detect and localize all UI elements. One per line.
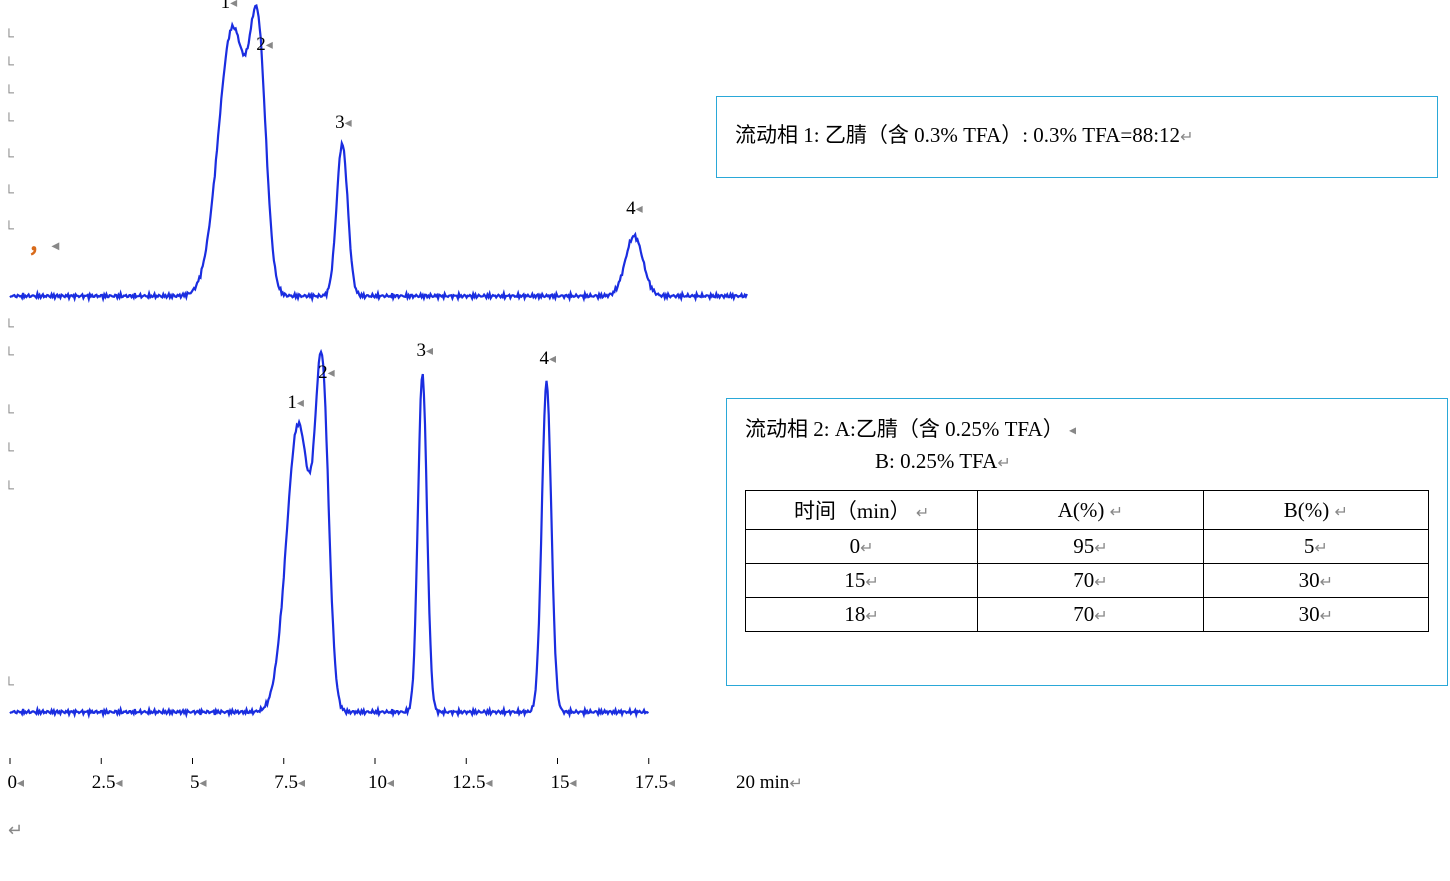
- y-tick-glyph: └: [4, 114, 14, 130]
- x-tick-label: 5◂: [190, 772, 207, 794]
- y-tick-glyph: └: [4, 406, 14, 422]
- y-tick-glyph: └: [4, 348, 14, 364]
- peak-label: 4◂: [540, 348, 557, 370]
- x-tick-label: 0◂: [8, 772, 25, 794]
- x-tick-label: 15◂: [551, 772, 577, 794]
- peak-label: 4◂: [626, 198, 643, 220]
- y-tick-glyph: └: [4, 150, 14, 166]
- y-tick-glyph: └: [4, 678, 14, 694]
- peak-label: 1◂: [221, 0, 238, 14]
- x-tick-label: 12.5◂: [452, 772, 492, 794]
- y-tick-glyph: └: [4, 444, 14, 460]
- y-tick-glyph: └: [4, 86, 14, 102]
- y-tick-glyph: └: [4, 320, 14, 336]
- x-axis-end-label: 20 min↵: [736, 772, 803, 794]
- y-tick-glyph: └: [4, 482, 14, 498]
- y-tick-glyph: └: [4, 58, 14, 74]
- chromatogram-trace: [10, 6, 747, 299]
- peak-label: 3◂: [335, 112, 352, 134]
- peak-label: 2◂: [318, 362, 335, 384]
- y-tick-glyph: └: [4, 186, 14, 202]
- chromatogram-svg: [0, 0, 1450, 881]
- chromatogram-trace: [10, 352, 648, 715]
- peak-label: 2◂: [256, 34, 273, 56]
- x-tick-label: 2.5◂: [92, 772, 123, 794]
- y-tick-glyph: └: [4, 222, 14, 238]
- x-tick-label: 7.5◂: [274, 772, 305, 794]
- peak-label: 3◂: [416, 340, 433, 362]
- y-tick-glyph: └: [4, 30, 14, 46]
- peak-label: 1◂: [287, 392, 304, 414]
- x-tick-label: 17.5◂: [635, 772, 675, 794]
- x-tick-label: 10◂: [368, 772, 394, 794]
